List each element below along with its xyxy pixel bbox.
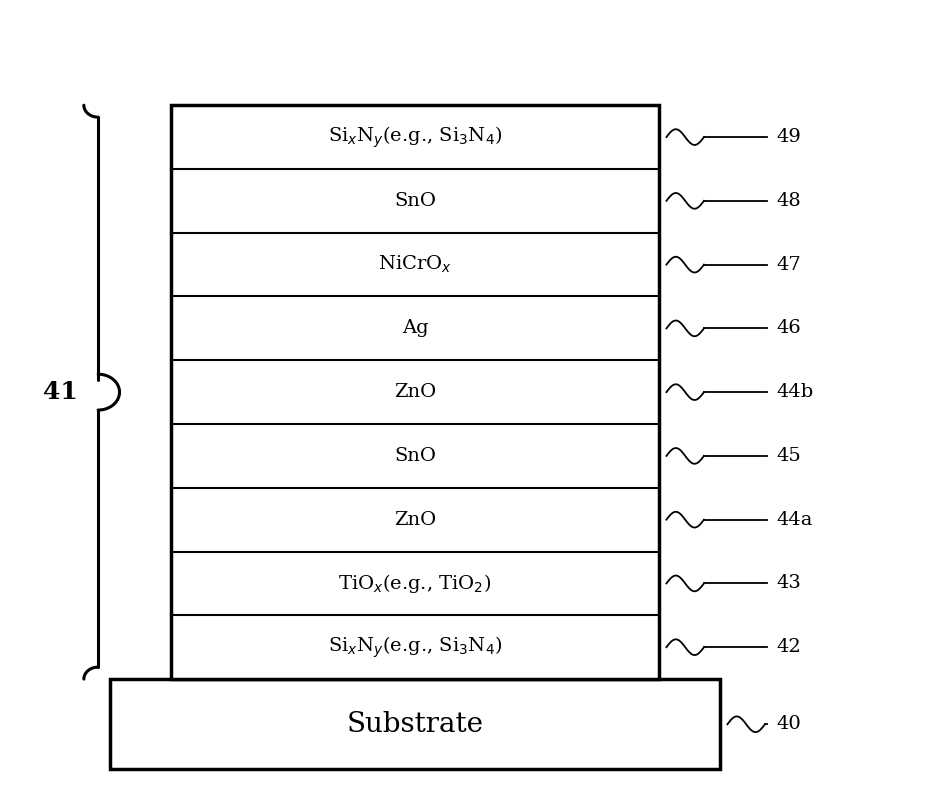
Text: 42: 42 <box>776 638 801 656</box>
Text: Substrate: Substrate <box>347 710 484 738</box>
Text: 47: 47 <box>776 256 801 274</box>
Text: Si$_x$N$_y$(e.g., Si$_3$N$_4$): Si$_x$N$_y$(e.g., Si$_3$N$_4$) <box>327 124 502 150</box>
Text: 43: 43 <box>776 574 801 593</box>
Text: 48: 48 <box>776 192 801 210</box>
Text: 40: 40 <box>776 715 801 734</box>
Text: ZnO: ZnO <box>394 510 436 529</box>
Text: SnO: SnO <box>394 192 436 210</box>
Text: 41: 41 <box>43 380 78 404</box>
Text: 44a: 44a <box>776 510 813 529</box>
Text: ZnO: ZnO <box>394 383 436 401</box>
Text: 46: 46 <box>776 319 801 338</box>
Text: 44b: 44b <box>776 383 813 401</box>
Text: Si$_x$N$_y$(e.g., Si$_3$N$_4$): Si$_x$N$_y$(e.g., Si$_3$N$_4$) <box>327 634 502 660</box>
Text: Ag: Ag <box>402 319 428 338</box>
Text: 49: 49 <box>776 128 801 146</box>
Text: NiCrO$_x$: NiCrO$_x$ <box>378 254 452 275</box>
Text: 45: 45 <box>776 447 801 465</box>
Text: TiO$_x$(e.g., TiO$_2$): TiO$_x$(e.g., TiO$_2$) <box>339 572 491 595</box>
Bar <box>110 679 720 770</box>
Text: SnO: SnO <box>394 447 436 465</box>
Bar <box>171 106 659 679</box>
